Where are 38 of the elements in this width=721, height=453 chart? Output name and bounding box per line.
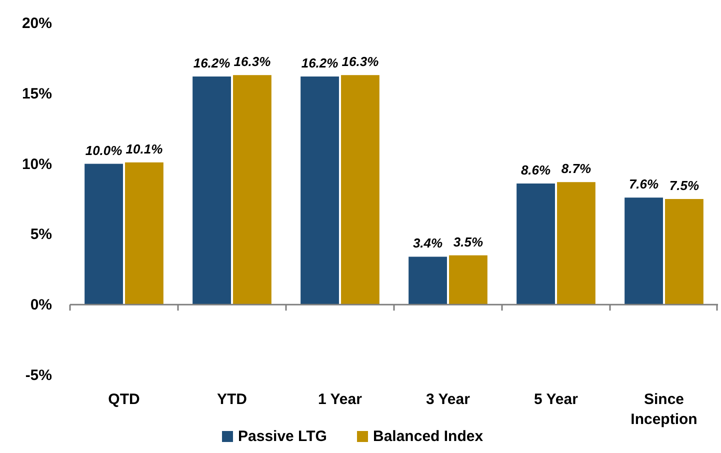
data-label: 8.6% bbox=[520, 162, 552, 178]
data-label: 16.3% bbox=[234, 54, 272, 70]
bar bbox=[557, 182, 596, 305]
x-tick-label: QTD bbox=[108, 391, 140, 408]
x-tick-label: YTD bbox=[217, 391, 248, 408]
data-label: 10.0% bbox=[85, 142, 123, 158]
data-label: 10.1% bbox=[126, 141, 164, 156]
x-tick-label: Since Inception bbox=[630, 391, 698, 428]
bar bbox=[624, 198, 663, 305]
data-label: 7.6% bbox=[628, 176, 660, 192]
legend-label: Balanced Index bbox=[373, 428, 484, 445]
y-tick-label: -5% bbox=[25, 367, 52, 384]
y-tick-label: 20% bbox=[22, 15, 52, 32]
bar bbox=[341, 75, 380, 305]
bar bbox=[665, 199, 704, 305]
bar bbox=[84, 164, 123, 305]
y-tick-label: 5% bbox=[30, 226, 52, 244]
legend-label: Passive LTG bbox=[238, 428, 327, 445]
bar bbox=[192, 76, 231, 305]
bar bbox=[125, 162, 164, 305]
x-tick-label: 3 Year bbox=[426, 391, 470, 408]
y-tick-label: 10% bbox=[22, 156, 52, 173]
bar bbox=[516, 184, 555, 305]
data-label: 16.2% bbox=[301, 56, 339, 71]
data-label: 3.4% bbox=[412, 236, 444, 251]
x-tick-label: 5 Year bbox=[534, 391, 578, 408]
bar bbox=[449, 255, 488, 305]
data-label: 16.2% bbox=[193, 56, 231, 71]
data-label: 8.7% bbox=[561, 161, 592, 176]
data-label: 7.5% bbox=[669, 178, 700, 193]
bar bbox=[408, 256, 447, 305]
y-tick-label: 0% bbox=[30, 296, 52, 314]
bar bbox=[300, 76, 339, 305]
bar bbox=[233, 75, 272, 305]
x-tick-label: 1 Year bbox=[318, 391, 362, 408]
data-label: 16.3% bbox=[342, 54, 380, 70]
y-tick-label: 15% bbox=[22, 85, 52, 102]
data-label: 3.5% bbox=[453, 234, 484, 250]
